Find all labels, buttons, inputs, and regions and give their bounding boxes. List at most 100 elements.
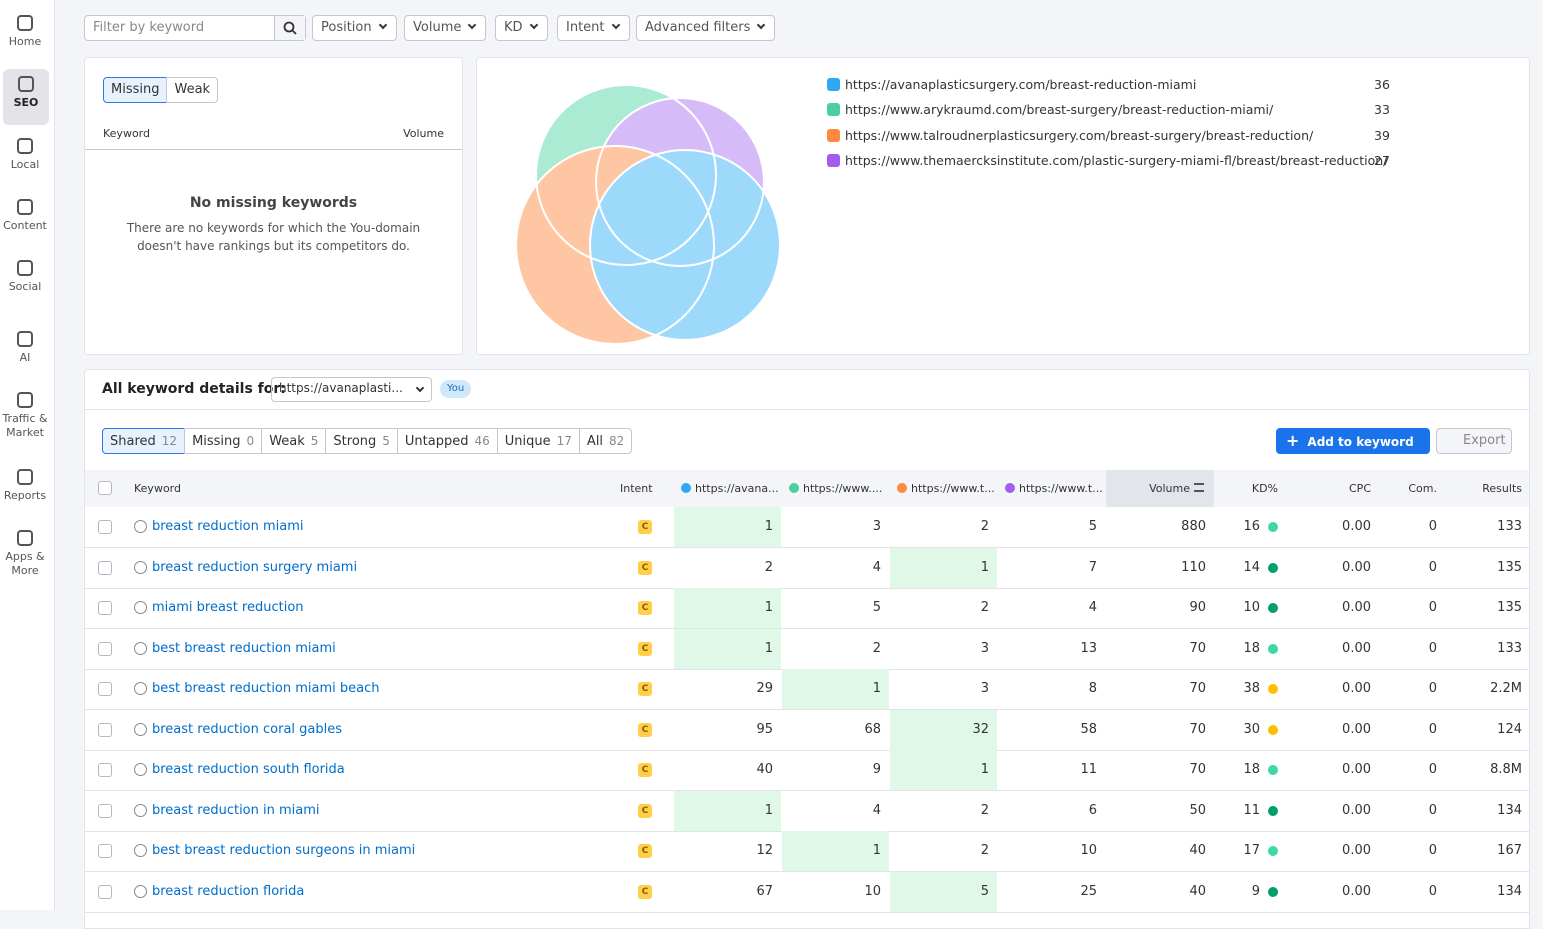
row-checkbox[interactable]	[98, 803, 112, 818]
tab[interactable]: Weak 5	[261, 428, 327, 454]
tab-count: 82	[609, 434, 625, 448]
keyword-link[interactable]: breast reduction south florida	[152, 762, 345, 777]
results: 135	[1497, 600, 1522, 615]
add-icon[interactable]	[134, 763, 147, 776]
chevron	[757, 20, 766, 30]
add-icon[interactable]	[134, 722, 147, 736]
results: 2.2M	[1490, 681, 1522, 696]
tab[interactable]: Shared 12	[102, 428, 186, 454]
add-label: Add to keyword list	[1286, 435, 1414, 475]
sidebar-item[interactable]: Social	[0, 260, 50, 294]
filter-button[interactable]: Intent	[557, 15, 630, 41]
keyword-link[interactable]: breast reduction coral gables	[152, 721, 343, 737]
kd-dot	[1268, 765, 1278, 775]
tab-label: Weak	[269, 434, 305, 449]
row-checkbox[interactable]	[98, 884, 112, 899]
position: 5	[980, 883, 989, 899]
row-checkbox[interactable]	[98, 722, 112, 737]
sidebar-label: Home	[8, 35, 42, 48]
row-checkbox[interactable]	[98, 520, 112, 534]
volume: 70	[1189, 681, 1206, 696]
best-position-bg	[890, 709, 997, 750]
row-checkbox[interactable]	[98, 763, 112, 777]
position: 3	[980, 640, 989, 656]
row-checkbox[interactable]	[98, 560, 112, 575]
add-icon[interactable]	[134, 520, 147, 533]
chevron	[378, 20, 387, 30]
sidebar-item[interactable]: SEO	[3, 69, 49, 125]
filter-button[interactable]: Advanced filters	[636, 15, 776, 41]
sidebar-item[interactable]: AI	[0, 331, 50, 365]
tab-weak[interactable]: Weak	[166, 77, 219, 103]
sidebar-item[interactable]: Home	[0, 15, 50, 49]
add-icon[interactable]	[134, 844, 147, 857]
add-icon[interactable]	[134, 601, 147, 614]
best-position-bg	[890, 547, 997, 588]
add-icon[interactable]	[134, 641, 147, 655]
add-icon[interactable]	[134, 682, 147, 695]
keyword-link[interactable]: best breast reduction miami beach	[152, 681, 380, 696]
filter-input[interactable]: Filter by keyword	[84, 15, 306, 41]
add-icon[interactable]	[134, 803, 147, 817]
keyword-link[interactable]: breast reduction in miami	[152, 802, 320, 818]
row-checkbox[interactable]	[98, 682, 112, 696]
sort-icon[interactable]	[1194, 483, 1204, 492]
tab-missing[interactable]: Missing	[103, 77, 168, 103]
position: 3	[980, 681, 989, 696]
position: 4	[872, 559, 881, 575]
legend-checkbox[interactable]	[827, 103, 840, 117]
best-position-bg	[890, 871, 997, 912]
tab[interactable]: Untapped 46	[396, 428, 498, 454]
select-value: https://avanaplasti...	[279, 381, 403, 395]
intent-badge: C	[638, 601, 652, 615]
row-checkbox[interactable]	[98, 641, 112, 656]
legend-checkbox[interactable]	[827, 128, 840, 142]
export-button[interactable]: Export	[1436, 428, 1512, 454]
add-icon[interactable]	[134, 560, 147, 574]
tab[interactable]: Unique 17	[496, 428, 580, 454]
sidebar-item[interactable]: Traffic & Market	[0, 392, 50, 440]
legend-checkbox[interactable]	[827, 153, 840, 167]
missing-panel: Missing Weak Keyword Volume No missing ke…	[84, 57, 463, 355]
sidebar-item[interactable]: Apps & More	[0, 530, 50, 578]
filter-label: Intent	[566, 20, 605, 35]
keyword-link[interactable]: best breast reduction surgeons in miami	[152, 843, 416, 858]
venn-diagram	[515, 84, 781, 345]
position: 10	[864, 883, 881, 899]
header-checkbox[interactable]	[98, 481, 112, 495]
domain-select[interactable]: https://avanaplasti...	[271, 377, 432, 402]
position: 6	[1088, 802, 1097, 818]
icon	[17, 15, 33, 31]
position: 1	[872, 681, 881, 696]
position: 2	[980, 600, 989, 615]
keyword-link[interactable]: miami breast reduction	[152, 600, 304, 615]
volume: 70	[1189, 640, 1206, 656]
add-button[interactable]: + Add to keyword list	[1276, 428, 1430, 475]
tabs: Missing Weak	[103, 77, 219, 103]
sidebar-item[interactable]: Content	[0, 199, 50, 233]
kd: 18	[1243, 640, 1260, 656]
search-button[interactable]	[274, 16, 305, 40]
cpc: 0.00	[1342, 802, 1371, 818]
domain-dot	[789, 483, 799, 493]
row-checkbox[interactable]	[98, 844, 112, 858]
tab[interactable]: Missing 0	[184, 428, 263, 454]
tab-label: Strong	[333, 434, 377, 449]
filter-button[interactable]: Position	[312, 15, 397, 41]
tab[interactable]: Strong 5	[325, 428, 398, 454]
filter-button[interactable]: KD	[495, 15, 548, 41]
sidebar-item[interactable]: Reports	[0, 469, 50, 503]
row-checkbox[interactable]	[98, 601, 112, 615]
keyword-link[interactable]: breast reduction miami	[152, 519, 304, 534]
add-icon[interactable]	[134, 884, 147, 898]
legend-checkbox[interactable]	[827, 78, 840, 91]
tab[interactable]: All 82	[578, 428, 633, 454]
sidebar-item[interactable]: Local	[0, 138, 50, 172]
keyword-link[interactable]: breast reduction florida	[152, 883, 305, 899]
keyword-link[interactable]: best breast reduction miami	[152, 640, 336, 656]
filter-label: KD	[504, 20, 523, 35]
filter-button[interactable]: Volume	[404, 15, 487, 41]
volume-header-bg	[1106, 470, 1214, 507]
position: 67	[756, 883, 773, 899]
keyword-link[interactable]: breast reduction surgery miami	[152, 559, 358, 575]
